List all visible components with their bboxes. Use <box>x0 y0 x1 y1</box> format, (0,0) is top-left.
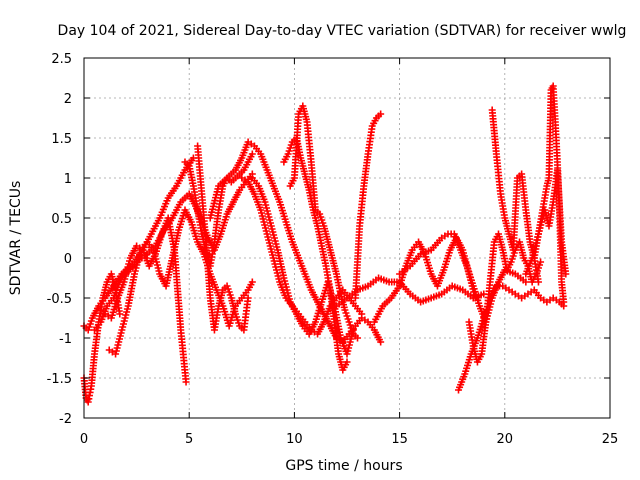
data-point <box>377 338 385 346</box>
y-tick-label: -0.5 <box>47 292 72 307</box>
data-point <box>248 278 256 286</box>
data-point <box>248 150 256 158</box>
x-tick-label: 5 <box>185 432 193 447</box>
data-point <box>116 310 124 318</box>
y-tick-label: 1.5 <box>51 132 72 147</box>
y-tick-label: -2 <box>59 412 72 427</box>
data-points <box>80 82 570 406</box>
x-axis-label: GPS time / hours <box>285 458 402 474</box>
data-point <box>354 334 362 342</box>
data-point <box>560 298 568 306</box>
y-tick-label: 2 <box>64 92 72 107</box>
x-tick-label: 10 <box>286 432 303 447</box>
data-point <box>537 258 545 266</box>
series-track-7 <box>181 150 256 270</box>
y-tick-label: 2.5 <box>51 52 72 67</box>
series-track-20 <box>488 106 542 286</box>
data-point <box>377 110 385 118</box>
series-track-19 <box>465 230 545 366</box>
x-tick-label: 15 <box>391 432 408 447</box>
series-track-8 <box>194 142 252 334</box>
data-point <box>562 270 570 278</box>
y-tick-label: 1 <box>64 172 72 187</box>
y-tick-label: 0 <box>64 252 72 267</box>
series-track-5 <box>105 206 256 358</box>
axis-ticks: -2 -1.5 -1 -0.5 0 0.5 1 1.5 2 2.5 0 5 10 15 20 25 <box>47 52 619 447</box>
x-tick-label: 25 <box>602 432 619 447</box>
series-track-11 <box>248 174 357 358</box>
data-point <box>358 310 366 318</box>
grid-lines <box>84 58 610 418</box>
series-track-15 <box>332 274 488 310</box>
y-tick-label: -1 <box>59 332 72 347</box>
data-point <box>522 278 530 286</box>
data-point <box>182 378 190 386</box>
data-point <box>534 278 542 286</box>
data-point <box>343 358 351 366</box>
series-track-4 <box>101 214 190 386</box>
x-tick-label: 20 <box>497 432 514 447</box>
y-axis-label: SDTVAR / TECUs <box>8 181 24 296</box>
series-track-22 <box>522 166 570 278</box>
y-tick-label: 0.5 <box>51 212 72 227</box>
data-point <box>244 294 252 302</box>
plot-frame <box>83 57 611 419</box>
chart-title: Day 104 of 2021, Sidereal Day-to-day VTE… <box>58 23 627 39</box>
series-track-14 <box>351 110 385 302</box>
x-tick-label: 0 <box>80 432 88 447</box>
y-tick-label: -1.5 <box>47 372 72 387</box>
series-track-13 <box>286 102 362 342</box>
